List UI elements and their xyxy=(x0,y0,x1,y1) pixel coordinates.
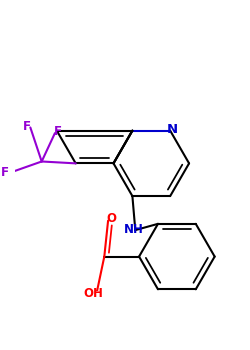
Text: NH: NH xyxy=(124,223,144,236)
Text: F: F xyxy=(1,166,9,179)
Text: N: N xyxy=(167,123,178,136)
Text: F: F xyxy=(23,119,31,133)
Text: O: O xyxy=(107,212,117,225)
Text: OH: OH xyxy=(83,287,103,300)
Text: F: F xyxy=(54,125,62,138)
